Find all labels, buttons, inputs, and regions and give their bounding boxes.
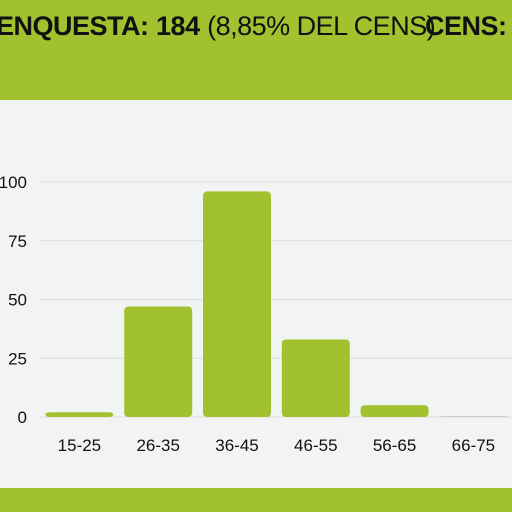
y-tick-label: 50 — [8, 291, 27, 310]
x-tick-label: 56-65 — [373, 436, 416, 455]
y-tick-label: 75 — [8, 232, 27, 251]
bar-66-75 — [439, 416, 508, 417]
x-tick-label: 66-75 — [452, 436, 495, 455]
survey-summary: ENQUESTA: 184 (8,85% DEL CENS) — [0, 6, 436, 46]
survey-title: ENQUESTA: — [0, 11, 149, 41]
x-tick-label: 15-25 — [58, 436, 101, 455]
census-title: CENS: — [425, 11, 507, 41]
bar-26-35 — [124, 306, 193, 417]
x-tick-label: 26-35 — [136, 436, 179, 455]
x-tick-label: 36-45 — [215, 436, 258, 455]
bar-46-55 — [281, 339, 350, 417]
y-tick-label: 100 — [0, 173, 27, 192]
y-tick-label: 0 — [18, 408, 27, 427]
survey-count: 184 — [156, 11, 200, 41]
bars — [45, 191, 508, 417]
bar-36-45 — [203, 191, 271, 417]
footer-banner — [0, 488, 512, 512]
bar-15-25 — [45, 412, 114, 417]
x-axis-ticks: 15-25 26-35 36-45 46-55 56-65 66-75 — [58, 436, 495, 455]
x-tick-label: 46-55 — [294, 436, 337, 455]
bar-56-65 — [360, 405, 429, 417]
header-text: ENQUESTA: 184 (8,85% DEL CENS) CENS: 2 — [0, 6, 512, 46]
survey-percentage: (8,85% DEL CENS) — [207, 11, 436, 41]
y-tick-label: 25 — [8, 349, 27, 368]
y-axis-ticks: 0 25 50 75 100 — [0, 173, 27, 427]
census-summary: CENS: 2 — [425, 6, 512, 46]
grid-lines — [40, 181, 512, 418]
header-banner: ENQUESTA: 184 (8,85% DEL CENS) CENS: 2 — [0, 0, 512, 100]
